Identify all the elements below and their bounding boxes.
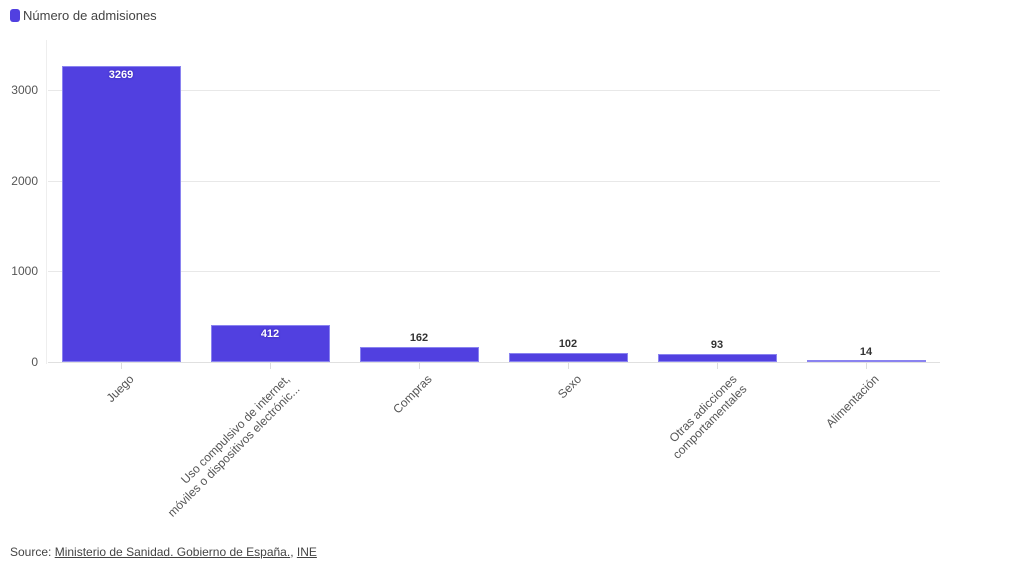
x-label-otras: Otras adicciones comportamentales	[666, 372, 750, 462]
bar-juego[interactable]	[62, 66, 181, 362]
legend[interactable]: Número de admisiones	[10, 8, 157, 23]
x-tick	[717, 363, 718, 369]
x-tick	[568, 363, 569, 369]
bar-compras[interactable]	[360, 347, 479, 362]
x-label-juego: Juego	[103, 372, 137, 406]
value-label: 93	[710, 339, 724, 351]
x-tick	[121, 363, 122, 369]
value-label: 102	[558, 338, 578, 350]
source-link-ine[interactable]: INE	[296, 545, 317, 559]
x-label-sexo: Sexo	[554, 372, 584, 402]
gridline-3000	[48, 90, 940, 91]
x-label-alimentacion: Alimentación	[823, 372, 882, 431]
bar-uso-compulsivo[interactable]	[211, 325, 330, 362]
x-tick	[866, 363, 867, 369]
value-label: 162	[409, 332, 429, 344]
x-label-uso-compulsivo: Uso compulsivo de internet, móviles o di…	[165, 372, 303, 520]
x-tick	[270, 363, 271, 369]
gridline-1000	[48, 271, 940, 272]
source-note: Source: Ministerio de Sanidad. Gobierno …	[10, 545, 317, 559]
x-axis-line	[48, 362, 940, 363]
value-label: 3269	[108, 69, 134, 81]
value-label: 14	[859, 346, 873, 358]
y-axis-line	[46, 40, 47, 364]
y-tick-label: 3000	[11, 83, 38, 97]
x-label-compras: Compras	[390, 372, 435, 417]
y-tick-label: 0	[31, 355, 38, 369]
bar-sexo[interactable]	[509, 353, 628, 362]
source-link-ministerio[interactable]: Ministerio de Sanidad. Gobierno de Españ…	[54, 545, 291, 559]
gridline-2000	[48, 181, 940, 182]
bar-otras[interactable]	[658, 354, 777, 362]
y-tick-label: 1000	[11, 264, 38, 278]
legend-swatch	[10, 9, 20, 22]
bar-alimentacion[interactable]	[807, 360, 926, 362]
value-label: 412	[260, 328, 280, 340]
x-tick	[419, 363, 420, 369]
y-tick-label: 2000	[11, 174, 38, 188]
legend-label: Número de admisiones	[23, 8, 157, 23]
